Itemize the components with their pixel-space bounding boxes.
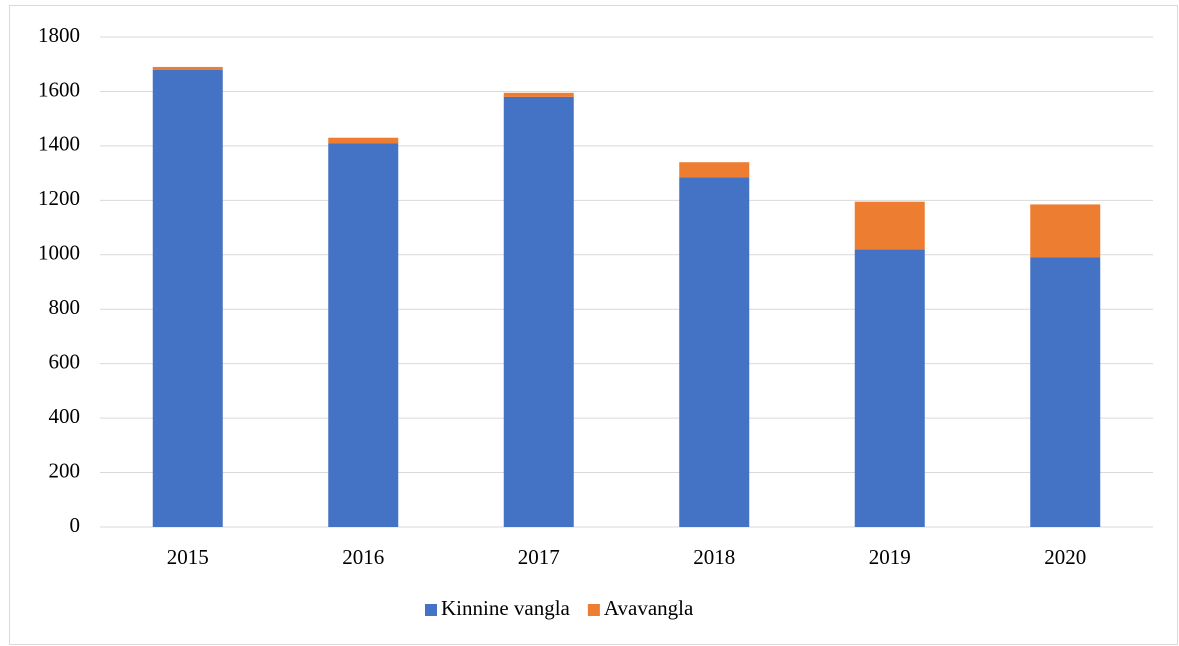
legend-swatch <box>425 604 437 616</box>
bar-segment <box>503 92 574 97</box>
bar-segment <box>328 143 399 527</box>
y-tick-label: 1000 <box>38 241 80 265</box>
bar-segment <box>854 201 925 250</box>
bar-segment <box>503 96 574 527</box>
x-tick-label: 2016 <box>342 545 384 569</box>
chart-frame <box>9 5 1178 645</box>
bar-segment <box>152 66 223 70</box>
y-tick-label: 800 <box>49 295 81 319</box>
bar-segment <box>328 137 399 144</box>
x-tick-label: 2018 <box>693 545 735 569</box>
y-tick-label: 400 <box>49 404 81 428</box>
bar-segment <box>854 249 925 528</box>
y-tick-label: 600 <box>49 349 81 373</box>
bar-segment <box>679 177 750 527</box>
bar-segment <box>1030 204 1101 258</box>
x-tick-label: 2020 <box>1044 545 1086 569</box>
y-tick-label: 0 <box>70 513 81 537</box>
bar-segment <box>1030 257 1101 527</box>
y-tick-label: 1800 <box>38 23 80 47</box>
legend-label: Kinnine vangla <box>441 596 571 620</box>
bar-segment <box>679 162 750 178</box>
x-tick-label: 2019 <box>869 545 911 569</box>
legend-label: Avavangla <box>604 596 694 620</box>
bar-segment <box>152 69 223 528</box>
x-tick-label: 2015 <box>167 545 209 569</box>
legend-swatch <box>587 604 600 616</box>
y-tick-label: 1600 <box>38 77 80 101</box>
y-tick-label: 1200 <box>38 186 80 210</box>
y-tick-label: 200 <box>49 458 81 482</box>
x-tick-label: 2017 <box>518 545 560 569</box>
y-tick-label: 1400 <box>38 132 80 156</box>
